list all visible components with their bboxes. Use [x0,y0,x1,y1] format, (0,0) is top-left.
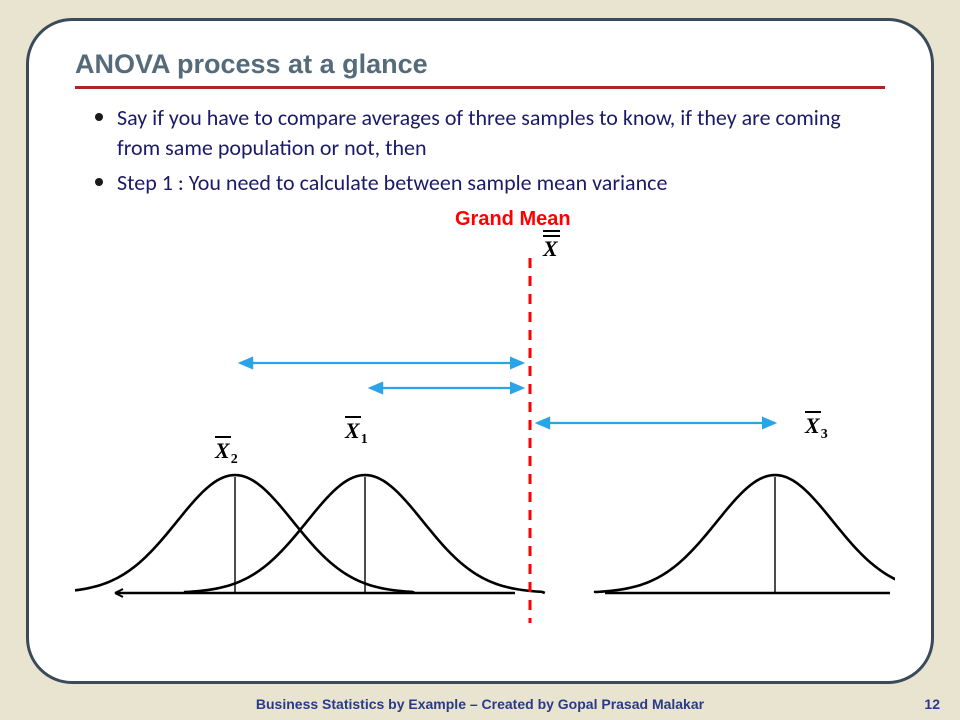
slide-title: ANOVA process at a glance [75,49,885,89]
grand-mean-symbol: X [543,230,558,256]
footer-text: Business Statistics by Example – Created… [0,696,960,712]
x1-label: X1 [345,418,368,448]
x2-label: X2 [215,438,238,468]
x3-label: X3 [805,413,828,443]
slide-frame: ANOVA process at a glance Say if you hav… [26,18,934,684]
bullet-list: Say if you have to compare averages of t… [75,103,885,198]
diagram-svg [75,208,895,628]
slide-content: ANOVA process at a glance Say if you hav… [29,21,931,638]
anova-diagram: Grand Mean X X1 X2 X3 [75,208,895,628]
page-number: 12 [924,696,940,712]
bullet-item: Step 1 : You need to calculate between s… [95,168,885,198]
grand-mean-label: Grand Mean [455,208,571,231]
bullet-item: Say if you have to compare averages of t… [95,103,885,162]
